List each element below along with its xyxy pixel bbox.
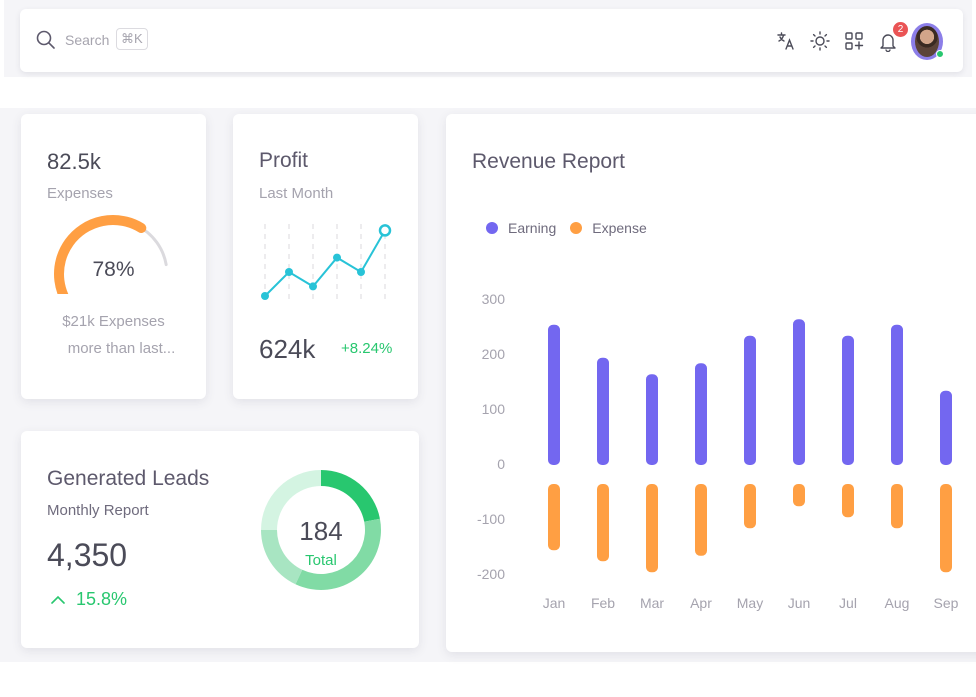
profit-change: +8.24%: [341, 340, 393, 357]
bar-earning-mar[interactable]: [646, 374, 658, 465]
user-avatar[interactable]: [911, 22, 944, 60]
x-tick-label: Feb: [590, 595, 616, 611]
bar-earning-jul[interactable]: [842, 335, 854, 465]
x-tick-label: Apr: [690, 595, 712, 611]
leads-value: 4,350: [47, 537, 128, 573]
notification-badge: 2: [893, 22, 908, 37]
sparkline-line: [264, 229, 386, 297]
leads-donut-chart: [261, 470, 381, 590]
profit-title: Profit: [259, 149, 309, 172]
trend-up-icon: [51, 595, 65, 604]
legend-earning-dot: [486, 222, 498, 234]
navbar: Search ⌘K 2: [20, 9, 963, 72]
donut-segment: [295, 518, 381, 590]
expenses-value: 82.5k: [47, 149, 101, 174]
bar-earning-jan[interactable]: [548, 324, 560, 465]
expenses-note-line2: more than last...: [67, 340, 176, 357]
search-shortcut-hint: ⌘K: [116, 28, 148, 50]
sun-icon[interactable]: [809, 30, 831, 52]
bar-earning-sep[interactable]: [940, 390, 952, 465]
donut-segment: [261, 470, 321, 530]
donut-label: Total: [305, 552, 337, 569]
y-tick-label: -200: [476, 566, 505, 582]
generated-leads-card: Generated Leads Monthly Report 4,350 15.…: [21, 431, 419, 648]
x-tick-label: Jul: [839, 595, 857, 611]
online-status-dot: [936, 49, 944, 58]
avatar-photo: [915, 25, 939, 57]
sparkline-point: [261, 292, 269, 300]
legend-earning-label[interactable]: Earning: [508, 220, 557, 236]
expenses-gauge: [54, 215, 168, 294]
leads-change: 15.8%: [76, 589, 128, 609]
sparkline-point: [285, 268, 293, 276]
gauge-fill: [54, 215, 147, 294]
bar-expense-aug[interactable]: [891, 484, 903, 529]
bell-icon[interactable]: 2: [877, 22, 908, 52]
y-tick-label: -100: [476, 511, 505, 527]
search-icon[interactable]: [36, 30, 56, 50]
bar-expense-feb[interactable]: [597, 484, 609, 562]
donut-segment: [321, 470, 380, 522]
bar-earning-may[interactable]: [744, 335, 756, 465]
expenses-note-line1: $21k Expenses: [62, 313, 165, 330]
sparkline-point-last: [378, 224, 392, 237]
x-tick-label: May: [736, 595, 764, 611]
bar-expense-jun[interactable]: [793, 484, 805, 507]
search-input[interactable]: Search: [65, 32, 110, 48]
donut-total: 184: [299, 516, 343, 546]
revenue-title: Revenue Report: [472, 150, 625, 173]
y-tick-label: 300: [481, 291, 505, 307]
profit-subtitle: Last Month: [259, 185, 334, 202]
expenses-card: 82.5k Expenses 78% $21k Expenses more th…: [21, 114, 206, 399]
grid-add-icon[interactable]: [843, 30, 865, 52]
bar-earning-aug[interactable]: [891, 324, 903, 465]
bar-expense-jan[interactable]: [548, 484, 560, 551]
chart-legend: Earning Expense: [486, 220, 647, 236]
x-tick-label: Mar: [639, 595, 665, 611]
bar-expense-may[interactable]: [744, 484, 756, 529]
revenue-bar-chart: [548, 319, 952, 573]
translate-icon[interactable]: [775, 30, 797, 52]
y-tick-label: 200: [481, 346, 505, 362]
legend-expense-dot: [570, 222, 583, 234]
profit-value: 624k: [259, 334, 316, 364]
x-tick-label: Sep: [933, 595, 959, 611]
bar-earning-feb[interactable]: [597, 357, 609, 465]
leads-title: Generated Leads: [47, 467, 210, 490]
bar-expense-sep[interactable]: [940, 484, 952, 573]
bar-earning-apr[interactable]: [695, 363, 707, 465]
y-tick-label: 0: [497, 456, 505, 472]
bar-earning-jun[interactable]: [793, 319, 805, 465]
bar-expense-mar[interactable]: [646, 484, 658, 573]
x-tick-label: Jun: [787, 595, 811, 611]
sparkline-point: [357, 268, 365, 276]
bar-expense-apr[interactable]: [695, 484, 707, 556]
navbar-actions: 2: [763, 21, 944, 61]
expenses-label: Expenses: [47, 185, 113, 202]
donut-segment: [261, 530, 303, 585]
x-tick-label: Aug: [884, 595, 910, 611]
sparkline-point: [333, 253, 341, 262]
bar-expense-jul[interactable]: [842, 484, 854, 518]
sparkline-point: [309, 282, 317, 291]
gauge-percent-label: 78%: [92, 258, 135, 281]
profit-sparkline: [261, 224, 392, 304]
profit-card: Profit Last Month 624k +8.24%: [233, 114, 418, 399]
legend-expense-label[interactable]: Expense: [592, 220, 647, 236]
leads-subtitle: Monthly Report: [47, 502, 149, 519]
revenue-report-card: Revenue Report Earning Expense 300 200 100…: [446, 114, 976, 652]
y-tick-label: 100: [481, 401, 505, 417]
x-tick-label: Jan: [542, 595, 566, 611]
